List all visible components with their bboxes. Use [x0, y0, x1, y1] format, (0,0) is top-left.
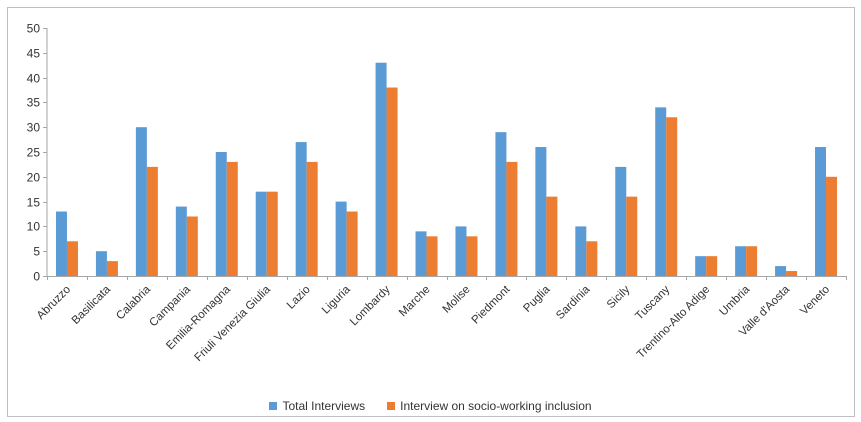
bar-total-interviews-trentino-alto-adige	[695, 256, 707, 276]
y-tick-label: 15	[27, 196, 41, 210]
legend-label-total-interviews: Total Interviews	[282, 399, 366, 413]
bar-total-interviews-umbria	[735, 246, 747, 276]
bar-interview-on-socio-working-inclusion-molise	[466, 236, 478, 276]
bar-interview-on-socio-working-inclusion-umbria	[746, 246, 758, 276]
x-tick-label-lazio: Lazio	[285, 284, 313, 312]
bars	[55, 62, 838, 277]
y-tick-label: 40	[27, 72, 41, 86]
x-tick-label-abruzzo: Abruzzo	[35, 284, 73, 322]
bar-interview-on-socio-working-inclusion-emilia-romagna	[226, 161, 238, 276]
bar-interview-on-socio-working-inclusion-calabria	[146, 166, 158, 276]
bar-total-interviews-friuli-venezia-giulia	[255, 191, 267, 276]
bar-total-interviews-lazio	[295, 142, 307, 276]
bar-interview-on-socio-working-inclusion-abruzzo	[66, 241, 78, 276]
x-tick-label-lombardy: Lombardy	[348, 283, 393, 328]
bar-interview-on-socio-working-inclusion-piedmont	[506, 161, 518, 276]
legend-swatch-total-interviews	[269, 402, 278, 410]
legend-item-socio-working-inclusion: Interview on socio-working inclusion	[387, 399, 592, 413]
x-tick-label-basilicata: Basilicata	[70, 283, 114, 327]
y-axis: 0 5 10 15 20 25 30 35 40 45 50	[27, 22, 48, 284]
legend: Total Interviews Interview on socio-work…	[0, 398, 861, 414]
bar-interview-on-socio-working-inclusion-puglia	[546, 196, 558, 276]
x-tick-label-marche: Marche	[397, 284, 433, 320]
y-tick-label: 50	[27, 22, 41, 36]
legend-swatch-socio-working-inclusion	[387, 402, 396, 410]
x-tick-label-piedmont: Piedmont	[470, 283, 513, 326]
bar-interview-on-socio-working-inclusion-valle-d-aosta	[786, 271, 798, 276]
x-tick-label-liguria: Liguria	[320, 283, 353, 316]
bar-total-interviews-lombardy	[375, 62, 387, 276]
bar-interview-on-socio-working-inclusion-friuli-venezia-giulia	[266, 191, 278, 276]
legend-label-socio-working-inclusion: Interview on socio-working inclusion	[400, 399, 592, 413]
bar-total-interviews-veneto	[815, 147, 827, 276]
bar-total-interviews-basilicata	[95, 251, 107, 276]
bar-total-interviews-campania	[175, 206, 187, 276]
x-tick-label-sardinia: Sardinia	[554, 283, 593, 322]
bar-interview-on-socio-working-inclusion-veneto	[826, 176, 838, 276]
y-tick-label: 30	[27, 121, 41, 135]
x-tick-label-molise: Molise	[441, 284, 473, 316]
bar-total-interviews-liguria	[335, 201, 347, 276]
x-tick-label-trentino-alto-adige: Trentino-Alto Adige	[635, 284, 712, 361]
x-tick-label-friuli-venezia-giulia: Friuli Venezia Giulia	[192, 283, 273, 364]
y-tick-label: 45	[27, 47, 41, 61]
bar-interview-on-socio-working-inclusion-liguria	[346, 211, 358, 276]
bar-total-interviews-emilia-romagna	[215, 152, 227, 276]
bar-total-interviews-abruzzo	[55, 211, 67, 276]
bar-total-interviews-molise	[455, 226, 467, 276]
y-tick-label: 0	[33, 270, 40, 284]
bar-total-interviews-sicily	[615, 166, 627, 276]
bar-interview-on-socio-working-inclusion-lombardy	[386, 87, 398, 277]
x-tick-label-sicily: Sicily	[605, 283, 633, 311]
bar-interview-on-socio-working-inclusion-campania	[186, 216, 198, 276]
bar-total-interviews-calabria	[135, 127, 147, 276]
bar-total-interviews-piedmont	[495, 132, 507, 276]
x-tick-label-puglia: Puglia	[521, 283, 553, 315]
bar-interview-on-socio-working-inclusion-basilicata	[106, 261, 118, 276]
bar-total-interviews-tuscany	[655, 107, 667, 276]
bar-total-interviews-sardinia	[575, 226, 587, 276]
x-tick-label-umbria: Umbria	[718, 283, 753, 318]
bar-interview-on-socio-working-inclusion-marche	[426, 236, 438, 276]
bar-interview-on-socio-working-inclusion-tuscany	[666, 117, 678, 276]
y-tick-label: 5	[33, 245, 40, 259]
y-tick-label: 25	[27, 146, 41, 160]
bar-total-interviews-valle-d-aosta	[775, 266, 787, 276]
y-tick-label: 20	[27, 171, 41, 185]
y-tick-label: 35	[27, 96, 41, 110]
bar-total-interviews-puglia	[535, 147, 547, 276]
x-tick-label-calabria: Calabria	[114, 283, 153, 322]
bar-interview-on-socio-working-inclusion-lazio	[306, 161, 318, 276]
legend-item-total-interviews: Total Interviews	[269, 399, 365, 413]
bar-interview-on-socio-working-inclusion-trentino-alto-adige	[706, 256, 718, 276]
y-tick-label: 10	[27, 220, 41, 234]
bar-interview-on-socio-working-inclusion-sicily	[626, 196, 638, 276]
bar-total-interviews-marche	[415, 231, 427, 276]
x-tick-label-tuscany: Tuscany	[633, 283, 672, 322]
bar-interview-on-socio-working-inclusion-sardinia	[586, 241, 598, 276]
x-tick-label-veneto: Veneto	[798, 284, 832, 318]
